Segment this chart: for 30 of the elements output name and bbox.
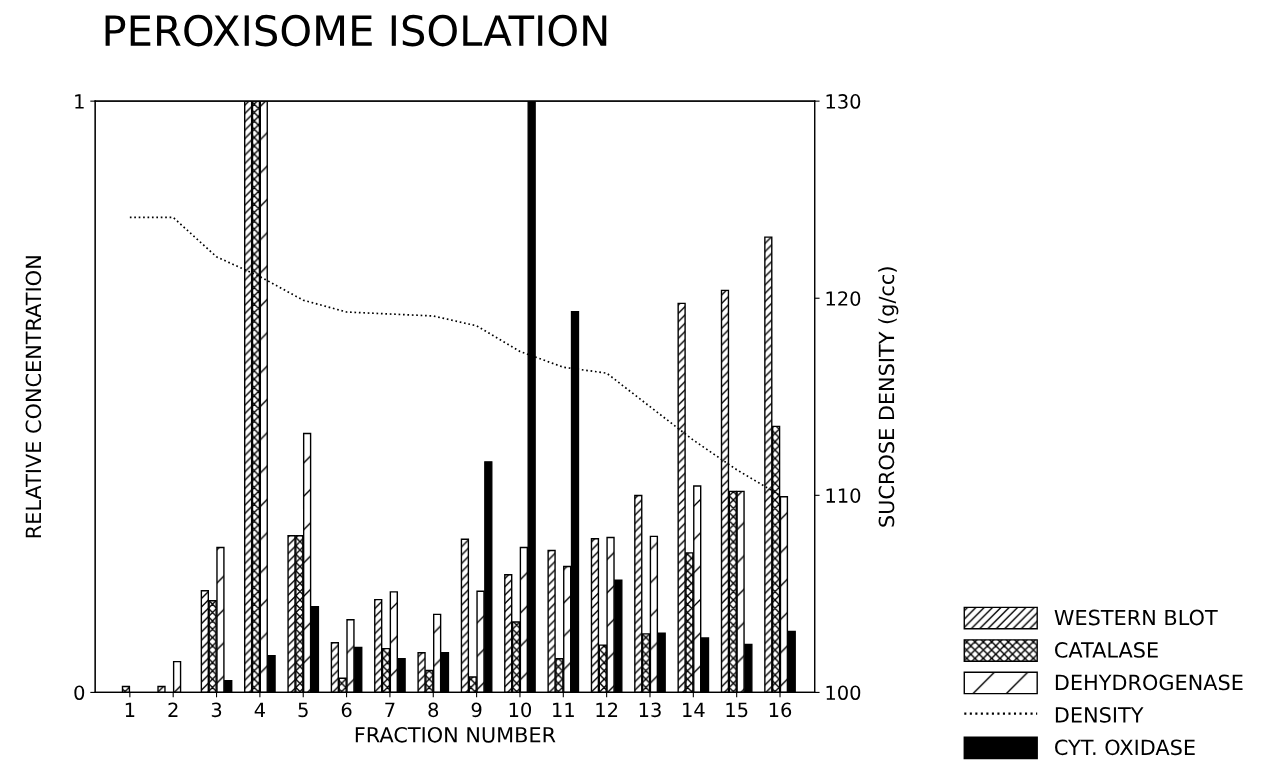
x-tick-label: 5 (298, 702, 308, 718)
x-tick-label: 3 (211, 702, 222, 718)
x-axis-title: FRACTION NUMBER (355, 726, 556, 743)
x-tick-label: 12 (596, 702, 618, 717)
legend-label: CYT. OXIDASE (1055, 739, 1195, 756)
legend-label: DEHYDROGENASE (1055, 674, 1243, 691)
x-tick-label: 1 (125, 702, 135, 717)
x-tick-label: 11 (553, 702, 574, 717)
x-tick-label: 14 (683, 702, 705, 717)
y2-tick-label: 100 (826, 685, 861, 701)
x-tick-label: 6 (341, 702, 352, 718)
x-tick-label: 13 (639, 702, 661, 718)
legend-label: WESTERN BLOT (1054, 609, 1218, 626)
x-tick-label: 4 (254, 702, 265, 717)
y-tick-label: 0 (74, 685, 85, 701)
x-tick-label: 15 (726, 702, 748, 718)
x-tick-label: 8 (428, 702, 439, 718)
y2-axis-title: SUCROSE DENSITY (g/cc) (878, 267, 899, 527)
legend-label: CATALASE (1055, 642, 1158, 658)
y2-tick-label: 130 (826, 94, 861, 109)
chart-title: PEROXISOME ISOLATION (105, 14, 607, 47)
y2-tick-label: 110 (826, 488, 861, 503)
x-tick-label: 10 (509, 702, 532, 718)
y2-tick-label: 120 (826, 291, 861, 306)
y-axis-title: RELATIVE CONCENTRATION (25, 256, 42, 538)
x-tick-label: 9 (471, 702, 482, 718)
x-tick-label: 7 (385, 702, 395, 717)
legend-label: DENSITY (1055, 707, 1144, 723)
x-tick-label: 2 (168, 702, 178, 717)
x-tick-label: 16 (769, 702, 792, 718)
